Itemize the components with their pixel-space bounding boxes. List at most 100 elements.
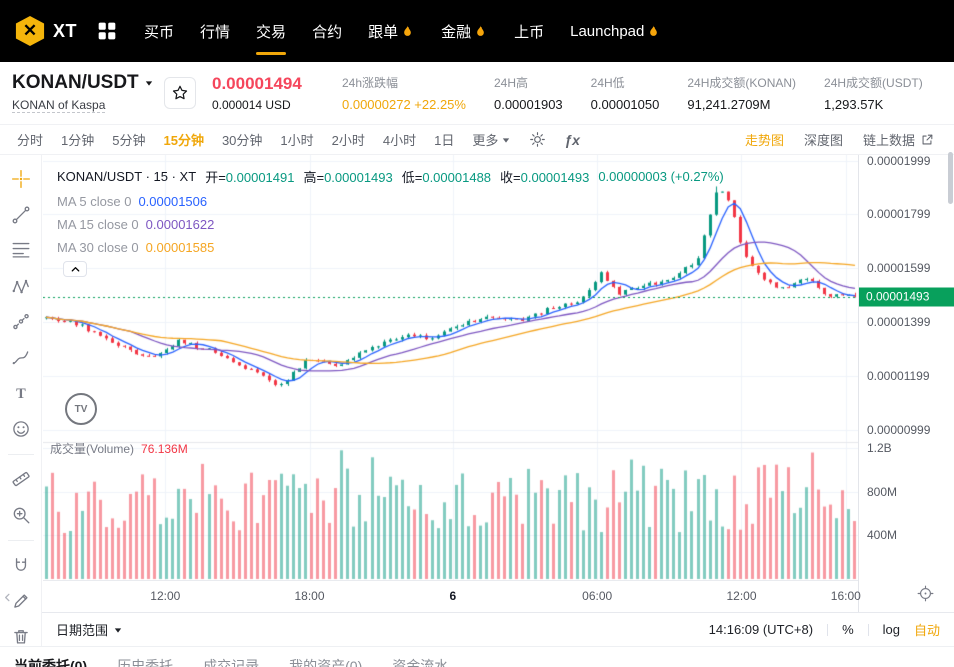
interval-button-5[interactable]: 1小时 <box>280 133 314 148</box>
nav-item-listing[interactable]: 上币 <box>501 0 557 62</box>
percent-scale-button[interactable]: % <box>842 622 854 637</box>
interval-button-0[interactable]: 分时 <box>17 133 44 148</box>
nav-item-markets[interactable]: 行情 <box>187 0 243 62</box>
nav-item-copy-trading[interactable]: 跟单 <box>355 0 428 62</box>
stat-volume-24h-usdt: 24H成交额(USDT) 1,293.57K <box>824 74 923 112</box>
price-tick: 0.00000999 <box>867 422 931 437</box>
interval-button-2[interactable]: 5分钟 <box>112 133 146 148</box>
price-block: 0.00001494 0.000014 USD <box>212 74 330 112</box>
remove-drawings-icon <box>11 627 31 647</box>
nav-item-label: 跟单 <box>368 23 399 41</box>
interval-button-3[interactable]: 15分钟 <box>163 133 204 148</box>
tool-trend-line[interactable] <box>9 203 33 227</box>
tradingview-logo[interactable]: TV <box>65 393 97 425</box>
volume-tick: 1.2B <box>867 441 892 456</box>
chart-toolbar: 分时 1分钟 5分钟 15分钟 30分钟 1小时 2小时 4小时 1日 更多 ƒx 走势图 深度图… <box>0 125 954 155</box>
candlestick-chart[interactable] <box>43 155 858 580</box>
nav-item-label: Launchpad <box>570 22 645 40</box>
last-price-tag-value: 0.00001493 <box>866 289 930 304</box>
time-axis[interactable]: 12:00 18:00 6 06:00 12:00 16:00 <box>43 580 861 613</box>
stat-label: 24H高 <box>493 76 528 90</box>
caret-down-icon <box>144 78 154 88</box>
tool-xabcd-pattern[interactable] <box>9 274 33 298</box>
svg-text:T: T <box>16 386 26 402</box>
scrollbar-thumb[interactable] <box>948 152 953 204</box>
pair-subtitle[interactable]: KONAN of Kaspa <box>12 98 106 113</box>
log-scale-button[interactable]: log <box>882 622 900 637</box>
nav-item-label: 行情 <box>200 23 231 41</box>
prediction-icon <box>11 312 31 332</box>
stat-low-24h: 24H低 0.00001050 <box>591 74 660 112</box>
bottom-tab-order-history[interactable]: 历史委托 <box>117 658 174 667</box>
caret-down-icon <box>113 625 123 635</box>
collapse-drawing-toolbar-icon[interactable] <box>2 592 13 603</box>
chart-settings-icon[interactable] <box>529 131 546 148</box>
xt-logo-text: XT <box>53 20 78 41</box>
time-tick: 12:00 <box>726 589 757 603</box>
pair-selector[interactable]: KONAN/USDT <box>12 72 164 94</box>
tool-remove-drawings[interactable] <box>9 625 33 649</box>
tool-crosshair[interactable] <box>9 167 33 191</box>
toolbar-divider <box>7 453 34 455</box>
interval-button-7[interactable]: 4小时 <box>382 133 417 148</box>
stat-value: 1,293.57K <box>824 97 884 112</box>
legend-collapse-button[interactable] <box>63 261 87 277</box>
auto-scale-button[interactable]: 自动 <box>913 623 940 638</box>
tool-edit[interactable] <box>9 590 33 614</box>
edit-icon <box>11 591 31 611</box>
favorite-button[interactable] <box>164 77 196 109</box>
apps-grid-icon[interactable] <box>97 21 117 41</box>
tool-prediction[interactable] <box>9 310 33 334</box>
top-nav: ✕ XT 买币 行情 交易 合约 跟单 金融 上币 Launchpad <box>0 0 954 62</box>
nav-item-finance[interactable]: 金融 <box>428 0 501 62</box>
scroll-to-realtime-icon[interactable] <box>917 585 934 602</box>
magnet-icon <box>11 556 31 576</box>
tool-magnet[interactable] <box>9 554 33 578</box>
price-tick: 0.00001799 <box>867 207 931 222</box>
tool-text-tool[interactable]: T <box>9 381 33 405</box>
ticker-bar: KONAN/USDT KONAN of Kaspa 0.00001494 0.0… <box>0 62 954 125</box>
nav-item-launchpad[interactable]: Launchpad <box>557 0 674 62</box>
stat-value: 0.00001050 <box>590 97 660 112</box>
tool-ruler[interactable] <box>9 467 33 491</box>
interval-button-1[interactable]: 1分钟 <box>61 133 95 148</box>
divider <box>827 623 829 636</box>
bottom-tab-my-assets[interactable]: 我的资产(0) <box>289 658 363 667</box>
clock: 14:16:09 (UTC+8) <box>708 622 814 637</box>
bottom-tab-open-orders[interactable]: 当前委托(0) <box>14 658 88 667</box>
tab-depth-chart[interactable]: 深度图 <box>804 130 843 149</box>
tool-fib-retracement[interactable] <box>9 238 33 262</box>
text-tool-icon: T <box>11 383 31 403</box>
interval-button-8[interactable]: 1日 <box>434 133 455 148</box>
nav-item-label: 买币 <box>144 23 175 41</box>
main-menu: 买币 行情 交易 合约 跟单 金融 上币 Launchpad <box>131 0 674 62</box>
tab-price-chart[interactable]: 走势图 <box>745 130 784 149</box>
indicators-icon[interactable]: ƒx <box>564 131 580 148</box>
tab-label: 走势图 <box>744 133 784 148</box>
interval-button-6[interactable]: 2小时 <box>331 133 365 148</box>
nav-item-trade[interactable]: 交易 <box>243 0 299 62</box>
tab-onchain-data[interactable]: 链上数据 <box>863 130 934 149</box>
tool-brush[interactable] <box>9 345 33 369</box>
brush-icon <box>11 347 31 367</box>
time-tick: 12:00 <box>150 589 181 603</box>
nav-item-buy-crypto[interactable]: 买币 <box>131 0 187 62</box>
stat-value: 0.00001903 <box>493 97 563 112</box>
bottom-tab-trade-history[interactable]: 成交记录 <box>203 658 260 667</box>
tool-zoom-in[interactable] <box>9 503 33 527</box>
tab-label: 深度图 <box>803 133 843 148</box>
ticker-stats: 24h涨跌幅 0.00000272 +22.25% 24H高 0.00001903 24… <box>342 74 923 112</box>
bottom-tab-fund-flow[interactable]: 资金流水 <box>392 658 449 667</box>
stat-value: 0.00000272 +22.25% <box>342 97 466 112</box>
interval-more-button[interactable]: 更多 <box>463 130 520 149</box>
external-link-icon <box>920 133 934 147</box>
price-axis[interactable]: 0.00001999 0.00001799 0.00001599 0.00001399… <box>858 154 954 612</box>
toolbar-divider <box>7 539 34 541</box>
chart-view-tabs: 走势图 深度图 链上数据 <box>745 130 946 149</box>
xt-logo[interactable]: ✕ XT <box>14 16 77 46</box>
interval-button-4[interactable]: 30分钟 <box>221 133 263 148</box>
date-range-button[interactable]: 日期范围 <box>56 620 123 639</box>
nav-item-label: 合约 <box>312 23 343 41</box>
tool-emoji[interactable] <box>9 417 33 441</box>
nav-item-futures[interactable]: 合约 <box>299 0 355 62</box>
